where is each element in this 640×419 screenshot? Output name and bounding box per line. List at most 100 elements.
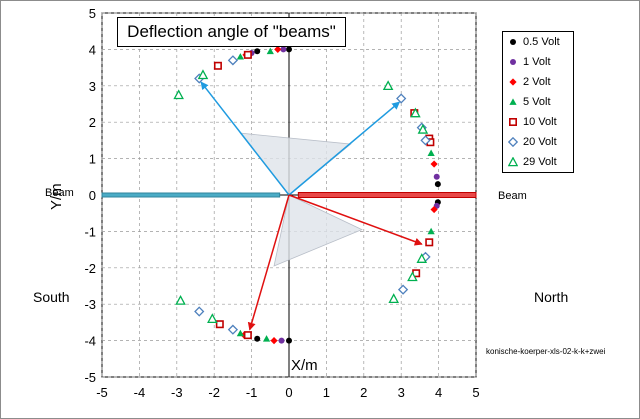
x-tick-label: 1 xyxy=(323,385,330,400)
data-point xyxy=(397,284,409,295)
legend-label: 2 Volt xyxy=(523,76,551,88)
y-tick-label: 2 xyxy=(89,115,96,130)
data-point xyxy=(433,173,440,180)
legend-item: 0.5 Volt xyxy=(503,32,573,52)
data-point xyxy=(396,93,407,104)
x-tick-label: 2 xyxy=(360,385,367,400)
deflection-cone-lower xyxy=(273,194,363,267)
legend-marker-shape xyxy=(510,39,516,45)
x-tick-label: -5 xyxy=(96,385,108,400)
deflection-arrow-lower-right xyxy=(288,194,423,246)
chart-legend: 0.5 Volt 1 Volt 2 Volt 5 Volt 10 Volt 20 Volt… xyxy=(502,31,574,173)
legend-label: 5 Volt xyxy=(523,96,551,108)
legend-item: 2 Volt xyxy=(503,72,573,92)
beam-bar-right xyxy=(297,192,477,198)
legend-marker-icon xyxy=(508,157,518,167)
legend-item: 10 Volt xyxy=(503,112,573,132)
legend-item: 5 Volt xyxy=(503,92,573,112)
legend-marker-shape xyxy=(510,59,516,65)
data-point xyxy=(254,335,261,342)
beam-left-label: Beam xyxy=(45,187,74,199)
data-point xyxy=(286,337,292,344)
legend-label: 20 Volt xyxy=(523,136,557,148)
deflection-arrow-upper-left xyxy=(200,81,290,196)
x-tick-label: -1 xyxy=(246,385,258,400)
legend-label: 0.5 Volt xyxy=(523,36,560,48)
x-tick-label: -3 xyxy=(171,385,183,400)
x-tick-label: 5 xyxy=(472,385,479,400)
y-tick-label: 3 xyxy=(89,79,96,94)
legend-marker-shape xyxy=(508,157,518,167)
legend-label: 1 Volt xyxy=(523,56,551,68)
data-point xyxy=(207,313,218,324)
data-point xyxy=(213,61,222,70)
deflection-arrow-lower-left xyxy=(247,194,290,331)
data-point xyxy=(407,271,418,282)
y-axis-label: Y/m xyxy=(48,183,65,210)
y-tick-label: 5 xyxy=(89,6,96,21)
data-point xyxy=(236,53,244,60)
data-point xyxy=(173,89,184,100)
beam-right-label: Beam xyxy=(498,190,527,202)
x-tick-label: -4 xyxy=(134,385,146,400)
legend-marker-icon xyxy=(509,98,517,105)
legend-item: 20 Volt xyxy=(503,132,573,152)
legend-item: 29 Volt xyxy=(503,152,573,172)
beam-bar-left xyxy=(101,192,281,198)
chart-title: Deflection angle of "beams" xyxy=(117,17,346,47)
data-point xyxy=(278,337,285,344)
x-tick-label: 0 xyxy=(285,385,292,400)
data-point xyxy=(262,335,271,342)
data-point xyxy=(236,329,244,337)
y-tick-label: -4 xyxy=(84,334,96,349)
data-point xyxy=(197,69,209,80)
data-point xyxy=(286,46,292,53)
y-tick-label: -2 xyxy=(84,261,96,276)
data-point xyxy=(427,227,435,235)
data-point xyxy=(417,123,429,134)
north-label: North xyxy=(534,289,569,305)
data-point xyxy=(227,55,239,66)
legend-marker-icon xyxy=(509,78,517,86)
y-tick-label: -5 xyxy=(84,370,96,385)
y-tick-label: 4 xyxy=(89,42,96,57)
data-point xyxy=(427,149,435,157)
legend-marker-icon xyxy=(508,117,518,127)
legend-marker-shape xyxy=(509,78,517,86)
x-axis-label: X/m xyxy=(291,357,318,374)
y-tick-label: -1 xyxy=(84,224,96,239)
data-point xyxy=(388,293,400,303)
data-point xyxy=(430,160,438,168)
deflection-arrow-upper-right xyxy=(288,101,401,196)
data-point xyxy=(175,294,186,305)
x-tick-label: 3 xyxy=(398,385,405,400)
legend-label: 10 Volt xyxy=(523,116,557,128)
x-tick-label: 4 xyxy=(435,385,442,400)
legend-marker-icon xyxy=(510,39,516,45)
data-point xyxy=(434,181,441,188)
legend-marker-icon xyxy=(508,137,518,147)
data-point xyxy=(243,331,252,340)
data-point xyxy=(215,320,224,329)
legend-marker-icon xyxy=(510,59,516,65)
source-label: konische-koerper-xls-02-k-k+zwei xyxy=(486,347,606,356)
south-label: South xyxy=(33,289,70,305)
data-point xyxy=(410,107,421,118)
legend-marker-shape xyxy=(508,137,518,147)
data-point xyxy=(227,324,239,335)
data-point xyxy=(280,46,287,53)
x-tick-label: -2 xyxy=(208,385,220,400)
data-point xyxy=(254,48,261,55)
legend-marker-shape xyxy=(508,117,518,127)
data-point xyxy=(425,238,434,247)
data-point xyxy=(274,45,282,53)
legend-label: 29 Volt xyxy=(523,156,557,168)
data-point xyxy=(430,205,438,214)
legend-marker-shape xyxy=(509,98,517,105)
data-point xyxy=(382,80,394,91)
y-tick-label: 1 xyxy=(89,152,96,167)
y-tick-label: 0 xyxy=(89,188,96,203)
data-point xyxy=(270,337,278,345)
data-point xyxy=(416,253,428,263)
